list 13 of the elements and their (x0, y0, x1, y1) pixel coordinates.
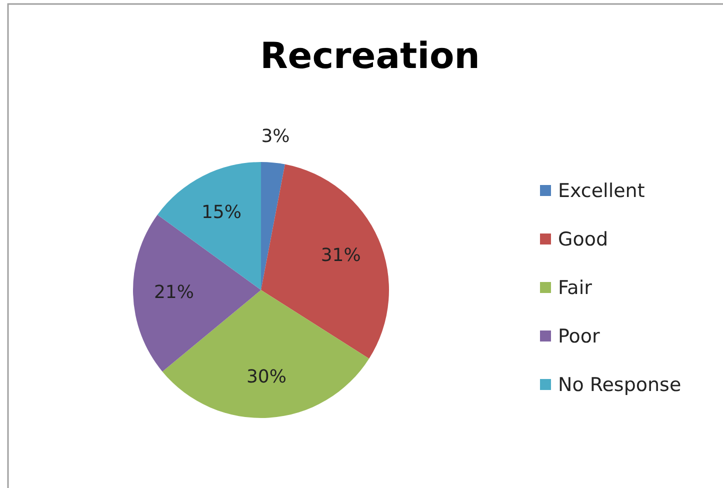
data-label: 3% (261, 126, 290, 148)
legend-label: Excellent (558, 180, 645, 202)
legend-label: Good (558, 228, 608, 250)
data-label: 15% (201, 202, 242, 223)
legend-label: Poor (558, 326, 600, 348)
legend-label: Fair (558, 277, 592, 299)
legend-label: No Response (558, 374, 682, 396)
pie-slice (261, 162, 285, 290)
data-label: 21% (154, 282, 194, 304)
data-label: 31% (320, 244, 361, 266)
data-label: 30% (246, 366, 286, 388)
pie-slice (261, 164, 389, 359)
chart-title: Recreation (260, 36, 480, 77)
